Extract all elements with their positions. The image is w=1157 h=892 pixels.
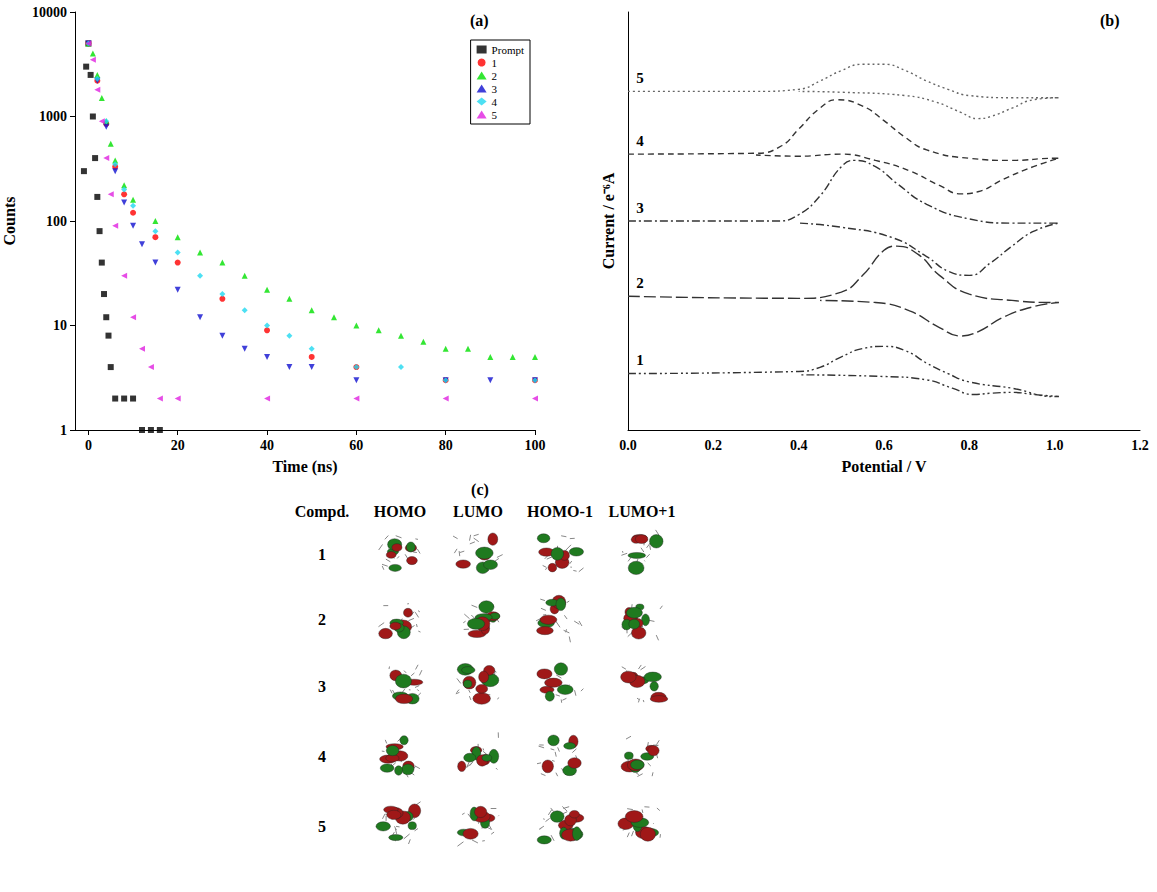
svg-text:(a): (a)	[470, 12, 489, 30]
html-text:HOMO: HOMO	[373, 503, 427, 520]
svg-text:Prompt: Prompt	[492, 44, 524, 56]
svg-text:3: 3	[492, 83, 498, 95]
html-text:(c): (c)	[471, 481, 489, 498]
svg-text:4: 4	[492, 96, 498, 108]
svg-text:3: 3	[636, 200, 644, 216]
svg-text:0.4: 0.4	[790, 438, 808, 453]
html-text:1: 1	[318, 546, 326, 563]
svg-text:0.0: 0.0	[619, 438, 637, 453]
html-text:HOMO-1: HOMO-1	[527, 503, 593, 520]
svg-text:40: 40	[260, 438, 274, 453]
svg-text:20: 20	[171, 438, 185, 453]
svg-text:0.8: 0.8	[961, 438, 979, 453]
svg-text:1000: 1000	[39, 109, 67, 124]
svg-text:80: 80	[439, 438, 453, 453]
svg-text:5: 5	[636, 70, 644, 86]
svg-text:4: 4	[636, 133, 644, 149]
html-text:3: 3	[318, 678, 326, 695]
svg-text:100: 100	[525, 438, 546, 453]
svg-text:0.2: 0.2	[705, 438, 723, 453]
html-text:2: 2	[318, 611, 326, 628]
svg-text:1.0: 1.0	[1046, 438, 1064, 453]
svg-text:0.6: 0.6	[875, 438, 893, 453]
svg-text:100: 100	[46, 214, 67, 229]
svg-text:0: 0	[85, 438, 92, 453]
svg-text:5: 5	[492, 109, 498, 121]
svg-text:1: 1	[636, 352, 644, 368]
svg-text:1.2: 1.2	[1131, 438, 1149, 453]
svg-text:Potential / V: Potential / V	[841, 458, 926, 475]
svg-text:Counts: Counts	[1, 197, 18, 246]
svg-text:2: 2	[636, 275, 644, 291]
svg-text:(b): (b)	[1100, 12, 1120, 30]
html-text:Compd.: Compd.	[294, 503, 350, 520]
html-text:4: 4	[318, 748, 326, 765]
svg-text:1: 1	[492, 57, 498, 69]
svg-text:10000: 10000	[32, 5, 67, 20]
svg-text:60: 60	[349, 438, 363, 453]
html-text:LUMO+1: LUMO+1	[608, 503, 676, 520]
svg-text:2: 2	[492, 70, 498, 82]
svg-text:Time (ns): Time (ns)	[272, 458, 337, 476]
html-text:LUMO: LUMO	[453, 503, 503, 520]
svg-text:Current / e⁻⁶A: Current / e⁻⁶A	[600, 172, 617, 269]
svg-text:1: 1	[60, 423, 67, 438]
svg-text:10: 10	[53, 318, 67, 333]
html-text:5: 5	[318, 818, 326, 835]
